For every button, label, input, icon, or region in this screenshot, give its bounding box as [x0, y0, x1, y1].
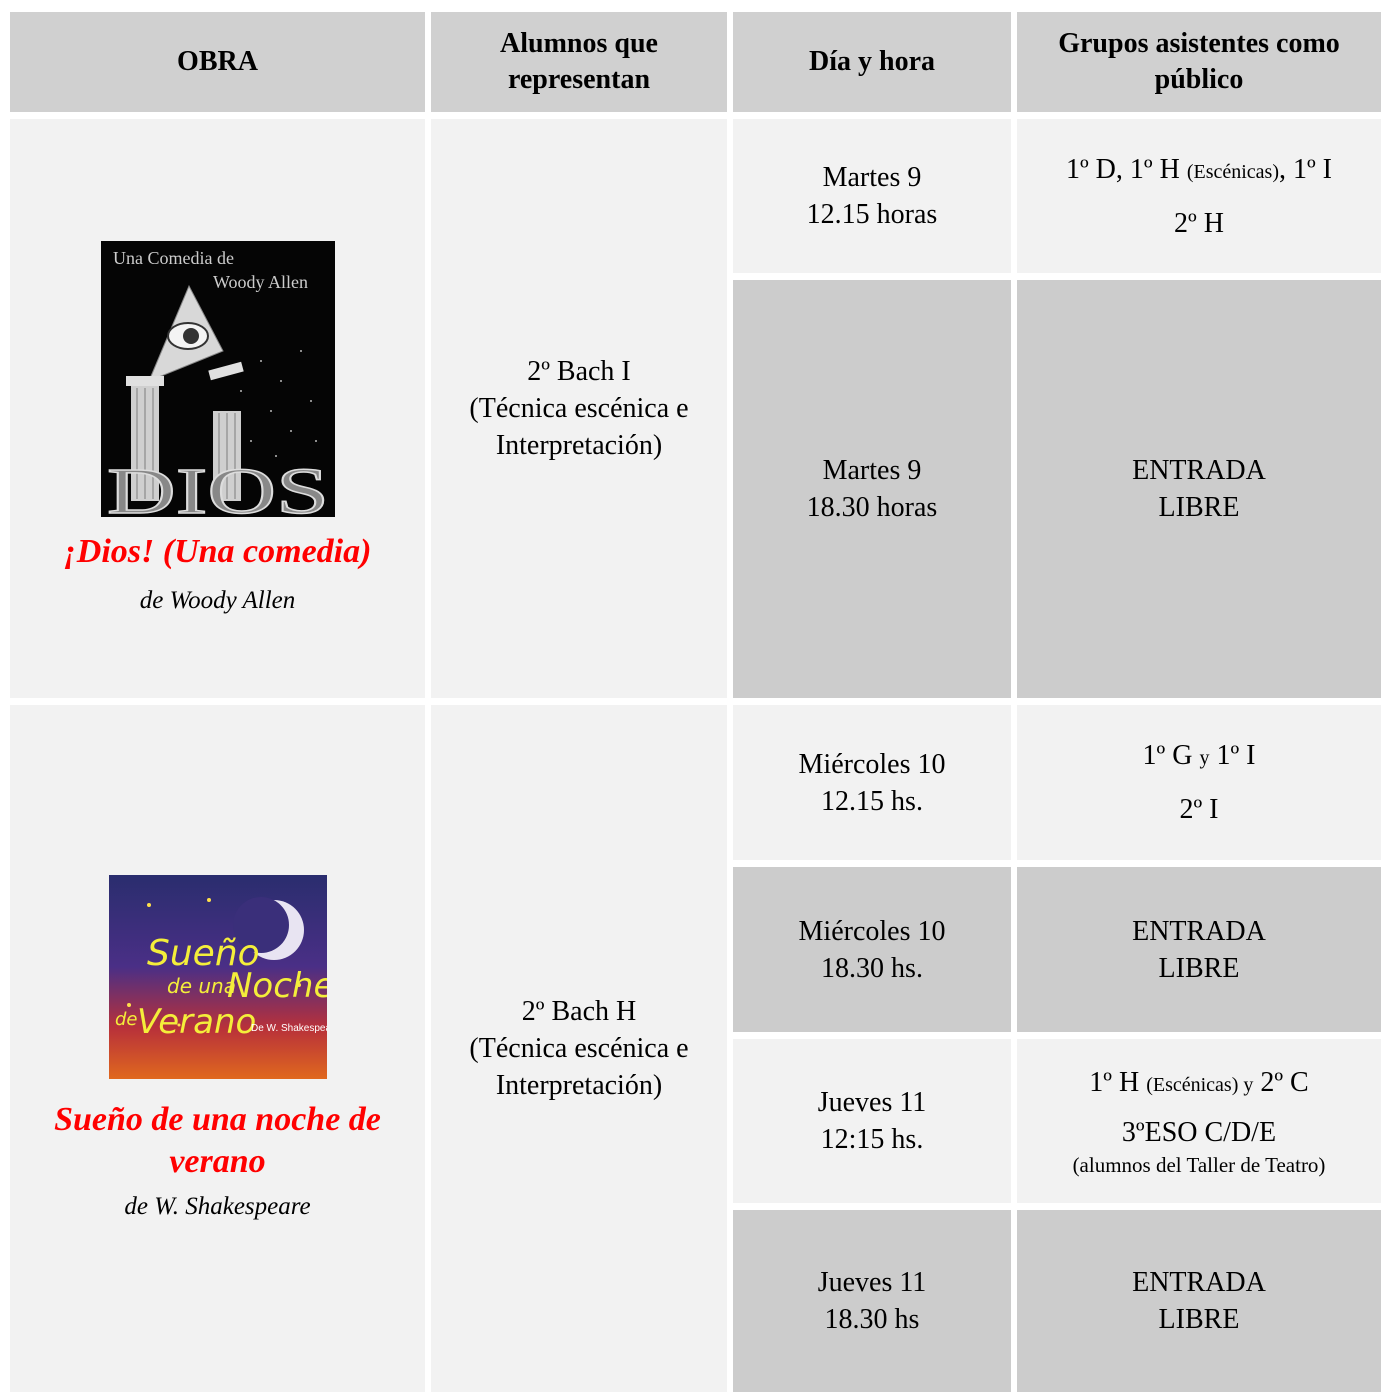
- groups-note: (Escénicas): [1186, 160, 1279, 183]
- session-groups-cell: ENTRADA LIBRE: [1017, 1210, 1381, 1392]
- poster-dios-title: DIOS: [107, 455, 329, 517]
- play-title-sueno: Sueño de una noche de verano: [54, 1100, 381, 1180]
- session-day: Martes 9: [822, 455, 922, 486]
- header-alumnos-label: Alumnos que representan: [500, 28, 658, 95]
- header-alumnos: Alumnos que representan: [431, 12, 727, 112]
- session-day-cell: Jueves 11 18.30 hs: [733, 1210, 1011, 1392]
- groups-text: 2º C: [1253, 1066, 1309, 1098]
- entrada-libre-line1: ENTRADA: [1132, 455, 1266, 486]
- session-day: Miércoles 10: [798, 748, 946, 780]
- students-subject: (Técnica escénica e: [469, 393, 689, 424]
- entrada-libre-line1: ENTRADA: [1132, 1267, 1266, 1298]
- session-day-cell: Martes 9 18.30 horas: [733, 280, 1011, 698]
- session-day: Miércoles 10: [798, 915, 946, 947]
- students-group: 2º Bach H: [521, 996, 637, 1027]
- poster-sueno-word5: Verano: [137, 1002, 256, 1042]
- session-groups-line: 1º G y 1º I: [1143, 737, 1256, 777]
- session-day: Martes 9: [822, 162, 922, 193]
- session-day-cell: Miércoles 10 18.30 hs.: [733, 867, 1011, 1032]
- poster-dios-line1: Una Comedia de: [113, 248, 234, 268]
- entrada-libre-line2: LIBRE: [1158, 952, 1240, 984]
- session-groups-line2: 2º I: [1179, 794, 1219, 825]
- session-groups-line2: 2º H: [1174, 207, 1224, 239]
- session-time: 12.15 horas: [806, 199, 938, 230]
- poster-dios: Una Comedia de Woody Allen DIOS: [100, 240, 335, 517]
- students-group: 2º Bach I: [527, 356, 631, 387]
- session-day: Jueves 11: [817, 1267, 927, 1298]
- groups-text: 1º D, 1º H: [1066, 153, 1187, 185]
- header-grupos: Grupos asistentes como público: [1017, 12, 1381, 112]
- session-day-cell: Martes 9 12.15 horas: [733, 119, 1011, 273]
- header-obra-label: OBRA: [177, 46, 258, 77]
- session-groups-cell: ENTRADA LIBRE: [1017, 280, 1381, 698]
- header-dia-hora: Día y hora: [733, 12, 1011, 112]
- session-groups-cell: ENTRADA LIBRE: [1017, 867, 1381, 1032]
- session-groups-cell: 1º G y 1º I 2º I: [1017, 705, 1381, 860]
- groups-text: 1º I: [1209, 740, 1256, 771]
- header-obra: OBRA: [10, 12, 425, 112]
- play-title-dios: ¡Dios! (Una comedia): [63, 532, 372, 570]
- session-time: 18.30 horas: [806, 492, 938, 523]
- groups-text: 1º H: [1089, 1066, 1147, 1098]
- session-time: 18.30 hs.: [821, 952, 923, 984]
- groups-note: (Escénicas) y: [1146, 1073, 1254, 1096]
- students-cell-dios: 2º Bach I (Técnica escénica e Interpreta…: [431, 119, 727, 698]
- session-groups-line: 1º D, 1º H (Escénicas), 1º I: [1066, 151, 1332, 191]
- groups-text: , 1º I: [1278, 153, 1332, 185]
- header-grupos-label: Grupos asistentes como público: [1058, 28, 1340, 95]
- play-cell-dios: Una Comedia de Woody Allen DIOS ¡Dios! (…: [10, 119, 425, 698]
- session-groups-line: 1º H (Escénicas) y 2º C: [1089, 1064, 1308, 1104]
- session-groups-cell: 1º H (Escénicas) y 2º C 3ºESO C/D/E (alu…: [1017, 1039, 1381, 1203]
- play-cell-sueno: Sueño de una Noche de Verano De W. Shake…: [10, 705, 425, 1392]
- play-author-sueno: de W. Shakespeare: [124, 1192, 311, 1220]
- poster-sueno-word3: Noche: [227, 966, 327, 1006]
- students-subject: (Técnica escénica e: [469, 1033, 689, 1064]
- session-groups-line3: (alumnos del Taller de Teatro): [1072, 1152, 1326, 1177]
- session-day-cell: Miércoles 10 12.15 hs.: [733, 705, 1011, 860]
- entrada-libre-line1: ENTRADA: [1132, 915, 1266, 947]
- session-time: 18.30 hs: [824, 1304, 920, 1335]
- poster-dios-line2: Woody Allen: [213, 272, 308, 292]
- poster-sueno-word1: Sueño: [147, 933, 260, 974]
- groups-text: 1º G: [1142, 740, 1200, 771]
- poster-sueno: Sueño de una Noche de Verano De W. Shake…: [108, 874, 327, 1079]
- entrada-libre-line2: LIBRE: [1158, 1304, 1240, 1335]
- session-day: Jueves 11: [817, 1087, 927, 1118]
- header-dia-hora-label: Día y hora: [809, 46, 935, 77]
- poster-sueno-word2: de una: [167, 974, 236, 998]
- play-author-dios: de Woody Allen: [139, 586, 296, 614]
- session-groups-line2: 3ºESO C/D/E: [1121, 1116, 1277, 1148]
- entrada-libre-line2: LIBRE: [1158, 492, 1240, 523]
- session-groups-cell: 1º D, 1º H (Escénicas), 1º I 2º H: [1017, 119, 1381, 273]
- groups-note: y: [1199, 747, 1210, 769]
- session-time: 12:15 hs.: [820, 1124, 924, 1155]
- poster-sueno-word4: de: [115, 1009, 138, 1030]
- students-subject: Interpretación): [495, 1070, 663, 1101]
- students-cell-sueno: 2º Bach H (Técnica escénica e Interpreta…: [431, 705, 727, 1392]
- students-subject: Interpretación): [495, 430, 663, 461]
- session-time: 12.15 hs.: [821, 785, 923, 817]
- poster-sueno-author: De W. Shakespeare: [251, 1023, 327, 1034]
- session-day-cell: Jueves 11 12:15 hs.: [733, 1039, 1011, 1203]
